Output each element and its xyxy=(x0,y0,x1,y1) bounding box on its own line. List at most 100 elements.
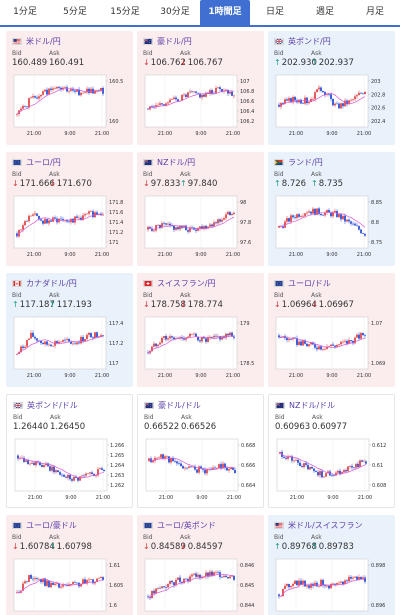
currency-panel[interactable]: NZドル/ドル Bid Ask 0.60963 0.60977 0.612 0.61 0.60… xyxy=(268,394,395,508)
candle xyxy=(278,104,280,107)
pair-title[interactable]: ユーロ/円 xyxy=(12,156,61,168)
tab-1[interactable]: 1分足 xyxy=(13,7,37,17)
candle xyxy=(338,344,340,346)
candle xyxy=(343,470,345,473)
candle xyxy=(157,344,159,347)
tab-5[interactable]: 1時間足 xyxy=(200,0,250,25)
candle xyxy=(300,580,302,585)
tab-6[interactable]: 日足 xyxy=(265,7,284,17)
price-chart[interactable]: 0.612 0.61 0.608 21:00 9:00 21:00 xyxy=(275,437,393,503)
candle xyxy=(227,333,229,336)
currency-panel[interactable]: ユーロ/英ポンド Bid Ask ↓0.84589 ↓0.84597 0.846 0.845… xyxy=(137,515,264,615)
pair-name: 米ドル/円 xyxy=(26,36,61,46)
tab-7[interactable]: 週足 xyxy=(315,7,334,17)
candle xyxy=(203,337,205,339)
moving-average-line xyxy=(147,573,235,598)
candle xyxy=(156,457,158,459)
pair-title[interactable]: ユーロ/ドル xyxy=(274,277,331,289)
tab-2[interactable]: 5分足 xyxy=(63,7,87,17)
candle xyxy=(26,339,28,347)
x-tick-label: 9:00 xyxy=(65,495,76,501)
price-chart[interactable]: 160.5 160 21:00 9:00 21:00 xyxy=(12,73,130,139)
candle xyxy=(340,214,342,220)
ask-label: Ask xyxy=(311,534,322,541)
price-chart[interactable]: 179 178.5 21:00 9:00 21:00 xyxy=(143,315,261,381)
price-chart[interactable]: 107 106.8 106.6 106.4 106.2 21:00 9:00 21:00 xyxy=(143,73,261,139)
pair-title[interactable]: 英ポンド/円 xyxy=(274,35,331,47)
currency-panel[interactable]: NZドル/円 Bid Ask ↓97.833 ↑97.840 98 97.8 97.6 21:0… xyxy=(137,152,264,266)
price-chart[interactable]: 117.4 117.2 117 21:00 9:00 21:00 xyxy=(12,315,130,381)
price-chart[interactable]: 203 202.8 202.6 202.4 21:00 9:00 21:00 xyxy=(274,73,392,139)
currency-panel[interactable]: 英ポンド/ドル Bid Ask 1.26440 1.26450 1.266 1.265 1.2… xyxy=(6,394,133,508)
moving-average-line xyxy=(17,457,105,479)
price-chart[interactable]: 171.8 171.6 171.4 171.2 171 21:00 9:00 21:00 xyxy=(12,194,130,260)
candle xyxy=(71,479,73,481)
candle xyxy=(36,578,38,580)
tab-8[interactable]: 月足 xyxy=(365,7,384,17)
candle xyxy=(362,233,364,234)
tab-3[interactable]: 15分足 xyxy=(110,7,140,17)
price-chart[interactable]: 1.07 1.069 21:00 9:00 21:00 xyxy=(274,315,392,381)
currency-panel[interactable]: カナダドル/円 Bid Ask ↑117.187 ↑117.193 117.4 117.2 1… xyxy=(6,273,133,387)
price-chart[interactable]: 98 97.8 97.6 21:00 9:00 21:00 xyxy=(143,194,261,260)
candle xyxy=(221,89,223,92)
candle xyxy=(340,581,342,583)
pair-title[interactable]: 豪ドル/ドル xyxy=(144,399,201,411)
currency-panel[interactable]: ユーロ/円 Bid Ask ↓171.666 ↓171.670 171.8 171.6 171… xyxy=(6,152,133,266)
candle xyxy=(52,582,54,585)
bid-price: ↓97.833 xyxy=(143,179,180,189)
price-chart[interactable]: 8.85 8.8 8.75 21:00 9:00 21:00 xyxy=(274,194,392,260)
bid-label: Bid xyxy=(274,171,284,178)
pair-title[interactable]: 英ポンド/ドル xyxy=(13,399,78,411)
bid-label: Bid xyxy=(12,292,22,299)
currency-panel[interactable]: 豪ドル/ドル Bid Ask 0.66522 0.66526 0.668 0.666 0.66… xyxy=(137,394,264,508)
price-chart[interactable]: 1.266 1.265 1.264 1.263 1.262 21:00 9:00 21:00 xyxy=(13,437,131,503)
pair-title[interactable]: スイスフラン/円 xyxy=(143,277,215,289)
currency-panel[interactable]: スイスフラン/円 Bid Ask ↓178.758 ↓178.774 179 178.5 21… xyxy=(137,273,264,387)
candle xyxy=(159,587,161,589)
pair-title[interactable]: 豪ドル/円 xyxy=(143,35,192,47)
candle xyxy=(205,338,207,342)
pair-title[interactable]: ユーロ/豪ドル xyxy=(12,519,77,531)
candle xyxy=(185,337,187,340)
currency-panel[interactable]: 米ドル/スイスフラン Bid Ask ↑0.89768 ↑0.89783 0.898 0.8… xyxy=(268,515,395,615)
candle xyxy=(185,225,187,231)
candle xyxy=(212,467,214,470)
currency-panel[interactable]: ランド/円 Bid Ask ↑8.726 ↑8.735 8.85 8.8 8.75 21:00 9… xyxy=(268,152,395,266)
pair-title[interactable]: NZドル/円 xyxy=(143,156,195,168)
pair-title[interactable]: 米ドル/スイスフラン xyxy=(274,519,362,531)
tab-4[interactable]: 30分足 xyxy=(160,7,190,17)
candle xyxy=(326,346,328,350)
pair-title[interactable]: ランド/円 xyxy=(274,156,323,168)
pair-title[interactable]: NZドル/ドル xyxy=(275,399,335,411)
pair-title[interactable]: 米ドル/円 xyxy=(12,35,61,47)
currency-panel[interactable]: 米ドル/円 Bid Ask 160.489 160.491 160.5 160 21:00 9:… xyxy=(6,31,133,145)
currency-panel[interactable]: 英ポンド/円 Bid Ask ↑202.930 ↑202.937 203 202.8 202.… xyxy=(268,31,395,145)
pair-title[interactable]: ユーロ/英ポンド xyxy=(143,519,216,531)
currency-panel[interactable]: 豪ドル/円 Bid Ask ↓106.762 ↓106.767 107 106.8 106.6… xyxy=(137,31,264,145)
currency-panel[interactable]: ユーロ/豪ドル Bid Ask ↓1.60784 ↑1.60798 1.61 1.605 1.… xyxy=(6,515,133,615)
x-tick-label: 21:00 xyxy=(159,495,173,501)
price-chart[interactable]: 0.668 0.666 0.664 21:00 9:00 21:00 xyxy=(144,437,262,503)
pair-title[interactable]: カナダドル/円 xyxy=(12,277,77,289)
currency-panel[interactable]: ユーロ/ドル Bid Ask ↓1.06964 ↓1.06967 1.07 1.069 21:… xyxy=(268,273,395,387)
x-tick-label: 21:00 xyxy=(95,252,109,258)
